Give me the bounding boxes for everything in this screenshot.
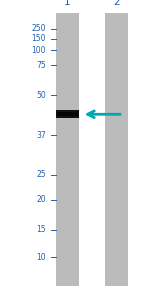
Text: 37: 37 bbox=[36, 131, 46, 139]
Text: 50: 50 bbox=[36, 91, 46, 100]
Bar bbox=[105, 13, 128, 286]
Text: 25: 25 bbox=[36, 171, 46, 179]
Text: 15: 15 bbox=[36, 225, 46, 234]
Text: 10: 10 bbox=[36, 253, 46, 262]
Bar bbox=[57, 112, 78, 116]
Text: 250: 250 bbox=[31, 24, 46, 33]
Text: 150: 150 bbox=[31, 34, 46, 43]
Text: 75: 75 bbox=[36, 61, 46, 69]
Text: 2: 2 bbox=[113, 0, 120, 7]
Text: 20: 20 bbox=[36, 195, 46, 204]
Text: 1: 1 bbox=[64, 0, 70, 7]
Bar bbox=[56, 13, 79, 286]
Text: 100: 100 bbox=[31, 46, 46, 55]
Bar bbox=[56, 110, 79, 118]
